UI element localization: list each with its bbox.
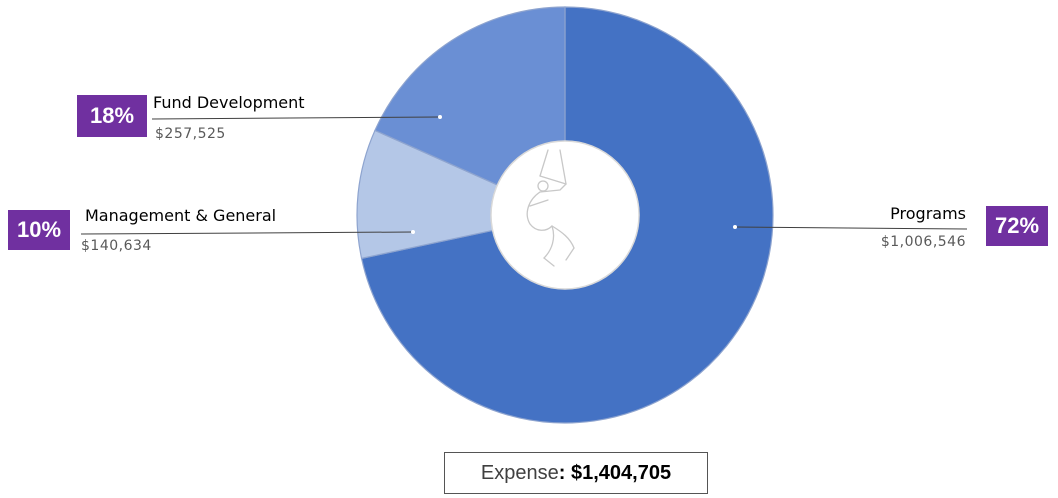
management-general-label: Management & General <box>85 206 277 225</box>
total-expense-value: $1,404,705 <box>570 461 672 484</box>
fund-development-percent-badge: 18% <box>77 95 147 137</box>
total-expense-box: Expense: $1,404,705 <box>444 452 708 494</box>
fund-development-label: Fund Development <box>153 93 305 112</box>
donut-center-hole <box>490 140 640 290</box>
leader-line-fund-development <box>151 116 441 120</box>
leader-dot-management-general <box>411 230 415 234</box>
programs-value: $1,006,546 <box>880 234 966 250</box>
management-general-percent-badge: 10% <box>8 210 70 250</box>
fund-development-value: $257,525 <box>155 126 226 142</box>
leader-line-management-general <box>80 231 414 235</box>
programs-percent-badge: 72% <box>986 206 1048 246</box>
leader-line-programs <box>734 226 968 230</box>
total-expense-label: Expense <box>480 461 559 484</box>
leader-dot-programs <box>733 225 737 229</box>
management-general-value: $140,634 <box>81 238 152 254</box>
trapeze-performer-icon <box>526 149 575 267</box>
programs-label: Programs <box>890 204 966 223</box>
total-expense-separator: : <box>558 461 571 484</box>
leader-dot-fund-development <box>438 115 442 119</box>
